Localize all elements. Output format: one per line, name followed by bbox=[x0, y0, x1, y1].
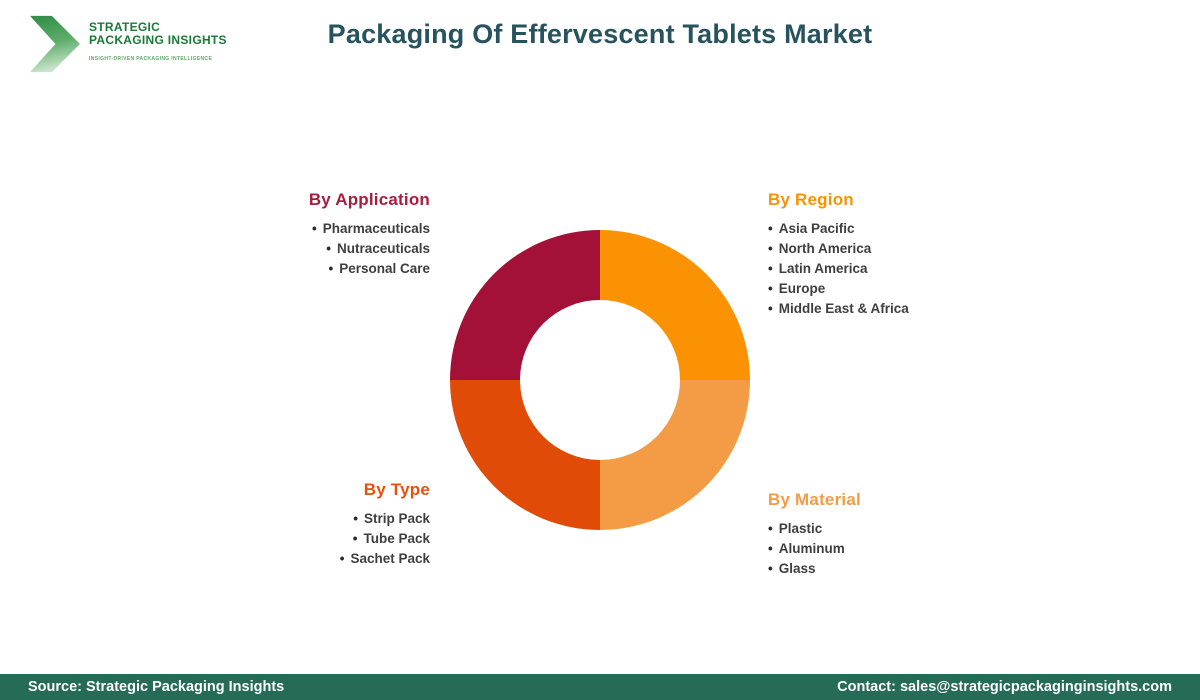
list-item: Tube Pack bbox=[170, 529, 430, 549]
donut-segment-by-type bbox=[450, 380, 600, 530]
donut-chart bbox=[450, 230, 750, 530]
footer-contact-text: Contact: sales@strategicpackaginginsight… bbox=[837, 679, 1172, 695]
brand-logo-text: STRATEGIC PACKAGING INSIGHTS INSIGHT-DRI… bbox=[89, 13, 227, 75]
section-heading-by-type: By Type bbox=[363, 480, 430, 499]
section-list-by-type: Strip Pack Tube Pack Sachet Pack bbox=[170, 509, 430, 569]
list-item: Nutraceuticals bbox=[170, 239, 430, 259]
section-by-region: By Region Asia Pacific North America Lat… bbox=[768, 190, 1028, 319]
section-by-material: By Material Plastic Aluminum Glass bbox=[768, 490, 1028, 579]
brand-tagline: INSIGHT-DRIVEN PACKAGING INTELLIGENCE bbox=[89, 56, 213, 62]
list-item: Glass bbox=[768, 559, 1028, 579]
donut-segment-by-application bbox=[450, 230, 600, 380]
list-item: Europe bbox=[768, 279, 1028, 299]
list-item: Sachet Pack bbox=[170, 549, 430, 569]
list-item: Middle East & Africa bbox=[768, 299, 1028, 319]
list-item: Asia Pacific bbox=[768, 219, 1028, 239]
list-item: Latin America bbox=[768, 259, 1028, 279]
section-list-by-application: Pharmaceuticals Nutraceuticals Personal … bbox=[170, 219, 430, 279]
section-list-by-region: Asia Pacific North America Latin America… bbox=[768, 219, 1028, 319]
list-item: Pharmaceuticals bbox=[170, 219, 430, 239]
chevron-logo-icon bbox=[30, 15, 80, 73]
footer-bar: Source: Strategic Packaging Insights Con… bbox=[0, 674, 1200, 700]
section-heading-by-material: By Material bbox=[768, 490, 861, 509]
brand-logo: STRATEGIC PACKAGING INSIGHTS INSIGHT-DRI… bbox=[30, 13, 227, 75]
list-item: Strip Pack bbox=[170, 509, 430, 529]
list-item: North America bbox=[768, 239, 1028, 259]
section-heading-by-region: By Region bbox=[768, 190, 854, 209]
brand-name-line2: PACKAGING INSIGHTS bbox=[89, 33, 227, 47]
section-by-application: By Application Pharmaceuticals Nutraceut… bbox=[170, 190, 430, 279]
section-by-type: By Type Strip Pack Tube Pack Sachet Pack bbox=[170, 480, 430, 569]
donut-segment-by-material bbox=[600, 380, 750, 530]
list-item: Personal Care bbox=[170, 259, 430, 279]
footer-source-text: Source: Strategic Packaging Insights bbox=[28, 679, 285, 695]
list-item: Plastic bbox=[768, 519, 1028, 539]
brand-name-line1: STRATEGIC bbox=[89, 20, 161, 34]
list-item: Aluminum bbox=[768, 539, 1028, 559]
donut-segment-by-region bbox=[600, 230, 750, 380]
page-title: Packaging Of Effervescent Tablets Market bbox=[327, 19, 873, 49]
section-heading-by-application: By Application bbox=[308, 190, 430, 209]
section-list-by-material: Plastic Aluminum Glass bbox=[768, 519, 1028, 579]
